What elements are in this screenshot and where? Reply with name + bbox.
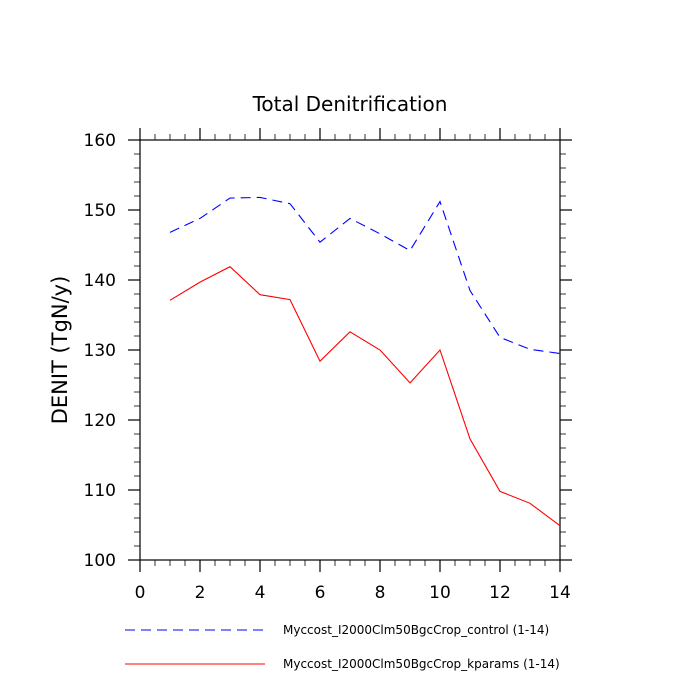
y-tick-label: 150: [84, 201, 116, 221]
major-ticks: [128, 128, 572, 572]
chart-title: Total Denitrification: [252, 92, 448, 116]
minor-ticks: [134, 134, 566, 566]
plot-frame: [140, 140, 560, 560]
x-tick-label: 8: [375, 583, 386, 603]
x-tick-label: 2: [195, 583, 206, 603]
legend: Myccost_I2000Clm50BgcCrop_control (1-14)…: [125, 623, 560, 671]
series-line-1: [170, 197, 560, 353]
legend-label-2: Myccost_I2000Clm50BgcCrop_kparams (1-14): [283, 657, 560, 671]
x-tick-label: 4: [255, 583, 266, 603]
series-line-2: [170, 267, 560, 526]
x-tick-label: 12: [489, 583, 511, 603]
x-tick-label: 14: [549, 583, 571, 603]
series-lines: [170, 197, 560, 525]
y-tick-label: 120: [84, 411, 116, 431]
x-tick-label: 10: [429, 583, 451, 603]
x-tick-labels: 0 2 4 6 8 10 12 14: [135, 583, 571, 603]
line-chart: Total Denitrification DENIT (TgN/y) 0 2 4 6…: [0, 0, 700, 700]
y-tick-label: 110: [84, 481, 116, 501]
y-tick-label: 130: [84, 341, 116, 361]
y-tick-label: 160: [84, 131, 116, 151]
y-tick-label: 100: [84, 551, 116, 571]
y-tick-labels: 100 110 120 130 140 150 160: [84, 131, 116, 571]
x-tick-label: 6: [315, 583, 326, 603]
y-axis-label: DENIT (TgN/y): [48, 276, 72, 425]
y-tick-label: 140: [84, 271, 116, 291]
x-tick-label: 0: [135, 583, 146, 603]
legend-label-1: Myccost_I2000Clm50BgcCrop_control (1-14): [283, 623, 549, 637]
